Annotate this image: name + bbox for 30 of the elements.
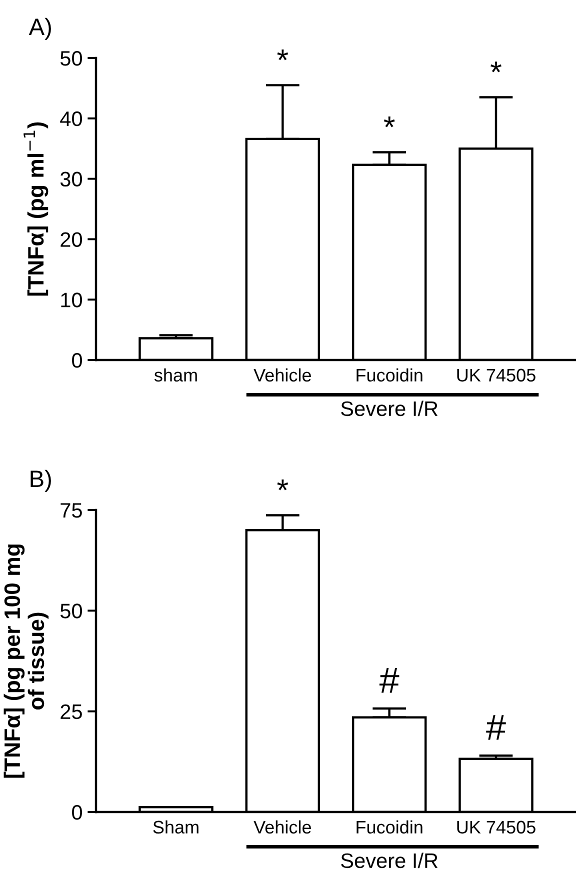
annotation: * <box>277 480 288 490</box>
chart-title: A) <box>28 18 51 40</box>
y-tick-label: 0 <box>72 353 82 368</box>
text: Severe I/R <box>341 852 438 868</box>
x-tick-label: Fucoidin <box>356 820 422 834</box>
y-tick-label: 0 <box>72 805 82 820</box>
annotation: # <box>486 715 506 740</box>
y-tick-label: 25 <box>60 704 82 720</box>
y-tick-label: 75 <box>60 503 82 518</box>
x-tick-label: Vehicle <box>254 820 311 834</box>
y-tick-label: 30 <box>60 172 82 187</box>
annotation: * <box>277 49 288 60</box>
y-tick-label: 50 <box>60 51 82 66</box>
y-tick-label: 20 <box>60 232 82 247</box>
x-tick-label: UK 74505 <box>457 820 536 834</box>
annotation: # <box>379 668 400 693</box>
y-axis-title: [TNFα] (pg ml$^{−1}$) <box>24 122 48 296</box>
text: Severe I/R <box>341 400 438 416</box>
x-tick-label: Fucoidin <box>356 368 422 382</box>
y-tick-label: 40 <box>60 111 82 126</box>
y-tick-label: 50 <box>60 604 82 618</box>
chart-title: B) <box>30 470 51 492</box>
annotation: * <box>384 116 395 128</box>
y-tick-label: 10 <box>61 292 82 308</box>
x-tick-label: Vehicle <box>254 368 311 382</box>
x-tick-label: UK 74505 <box>457 368 536 382</box>
y-axis-title: [TNFα] (pg per 100 mg of tissue) <box>4 544 49 778</box>
x-tick-label: sham <box>154 368 197 382</box>
annotation: * <box>490 62 502 72</box>
x-tick-label: Sham <box>153 820 198 834</box>
